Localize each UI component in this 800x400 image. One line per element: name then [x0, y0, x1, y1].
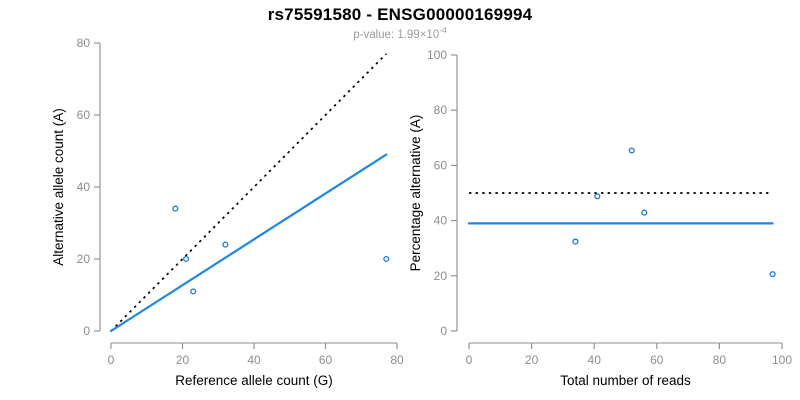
data-point: [641, 209, 648, 216]
y-tick-label: 60: [77, 108, 91, 122]
x-tick-label: 40: [588, 353, 602, 367]
y-axis-title: Alternative allele count (A): [51, 108, 66, 266]
y-tick-label: 20: [434, 269, 448, 283]
data-point: [172, 205, 179, 212]
x-tick-label: 0: [108, 353, 115, 367]
data-point: [222, 241, 229, 248]
x-axis-title: Reference allele count (G): [175, 373, 333, 388]
y-tick-label: 80: [434, 103, 448, 117]
x-axis-title: Total number of reads: [560, 373, 691, 388]
data-point: [594, 193, 601, 200]
x-tick-label: 60: [650, 353, 664, 367]
x-tick-label: 20: [176, 353, 190, 367]
x-tick-label: 40: [247, 353, 261, 367]
x-tick-label: 80: [713, 353, 727, 367]
y-tick-label: 20: [77, 252, 91, 266]
y-tick-label: 0: [83, 324, 90, 338]
x-tick-label: 100: [772, 353, 792, 367]
y-axis-title: Percentage alternative (A): [408, 115, 423, 272]
y-tick-label: 0: [440, 324, 447, 338]
identity-line: [110, 53, 387, 332]
x-tick-label: 20: [525, 353, 539, 367]
y-tick-label: 80: [77, 36, 91, 50]
x-tick-label: 80: [390, 353, 404, 367]
data-point: [183, 255, 190, 263]
x-tick-label: 60: [319, 353, 333, 367]
percentage-plot: 0 20 40 60 80 100 0 20 40 60 80 100 Total number of …: [408, 48, 792, 388]
data-point: [572, 238, 579, 245]
allele-count-plot: 0 20 40 60 80 0 20 40 60 80 Reference allele count…: [51, 36, 404, 388]
plot-subtitle: p-value: 1.99×10-4: [0, 25, 800, 41]
x-tick-label: 0: [466, 353, 473, 367]
data-point: [383, 255, 390, 263]
data-point: [628, 147, 635, 154]
fit-line: [109, 153, 388, 333]
data-point: [769, 271, 776, 278]
y-tick-label: 40: [434, 214, 448, 228]
plot-title: rs75591580 - ENSG00000169994: [267, 5, 533, 24]
data-point: [190, 288, 197, 295]
y-tick-label: 40: [77, 180, 91, 194]
pvalue-text: p-value: 1.99×10: [353, 28, 440, 41]
pvalue-exponent: -4: [439, 25, 447, 35]
y-tick-label: 60: [434, 158, 448, 172]
y-tick-label: 100: [427, 48, 447, 62]
